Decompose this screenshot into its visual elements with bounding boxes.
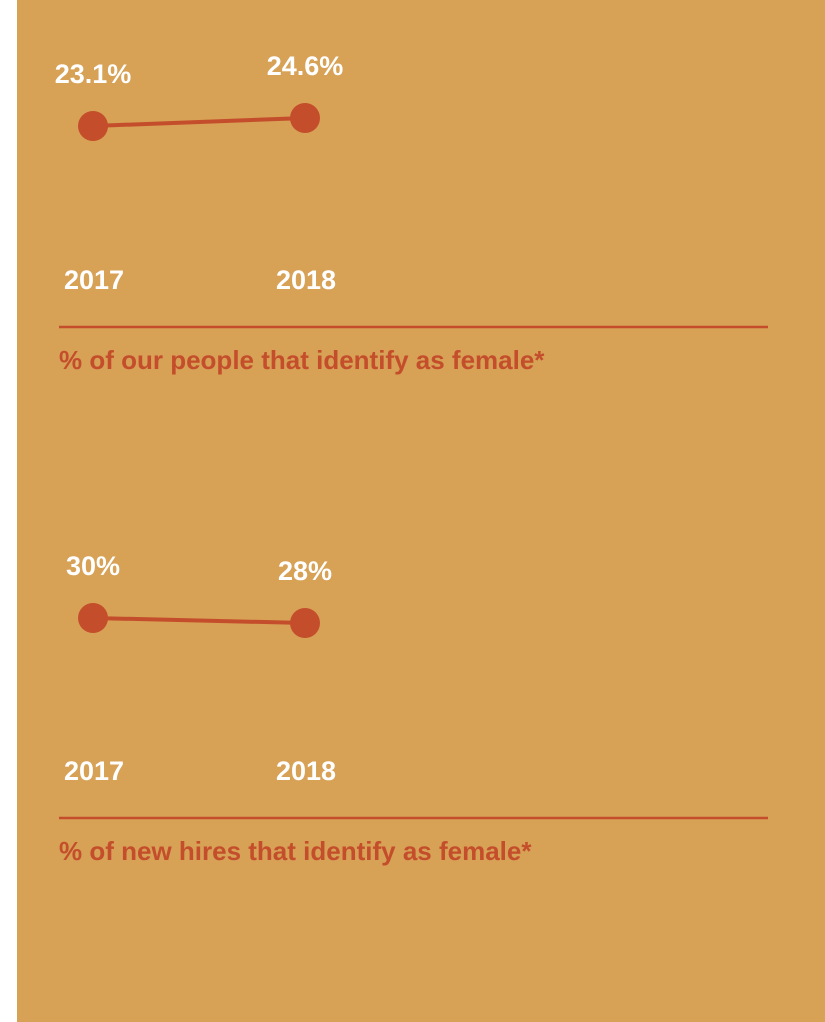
data-label: 28%: [278, 556, 332, 586]
chart-title: % of our people that identify as female*: [59, 345, 545, 375]
x-tick-label: 2018: [276, 265, 336, 295]
point: [78, 603, 108, 633]
data-label: 30%: [66, 551, 120, 581]
data-label: 24.6%: [267, 51, 344, 81]
data-label: 23.1%: [55, 59, 132, 89]
background: [17, 0, 825, 1022]
chart-title: % of new hires that identify as female*: [59, 836, 532, 866]
x-tick-label: 2018: [276, 756, 336, 786]
x-tick-label: 2017: [64, 756, 124, 786]
x-tick-label: 2017: [64, 265, 124, 295]
point: [78, 110, 108, 141]
point: [290, 103, 320, 134]
point: [290, 608, 320, 638]
line: [92, 616, 306, 625]
line: [92, 116, 306, 128]
